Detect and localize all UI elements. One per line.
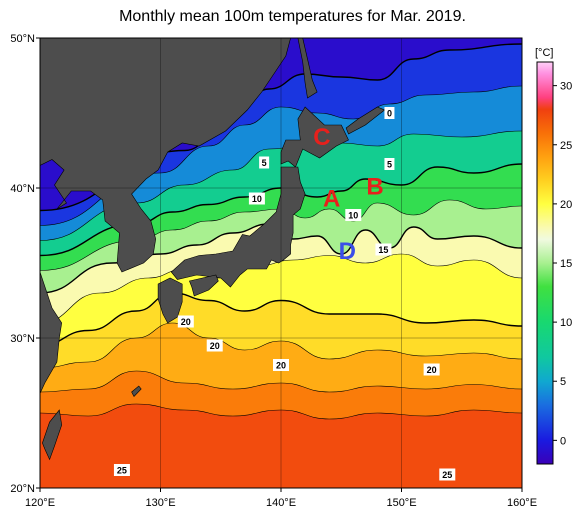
isotherm-label-box <box>113 464 130 476</box>
isotherm-label-box <box>345 209 362 221</box>
land-layer <box>40 38 386 461</box>
colorbar-tick-label-10: 10 <box>560 317 572 329</box>
colorbar: [°C] 0 5 10 15 20 25 30 <box>535 47 572 465</box>
isotherm-label-box <box>273 359 289 371</box>
isotherm-label-text: 10 <box>348 211 358 221</box>
isotherm-label: 20 <box>273 359 289 371</box>
land-kuril-1 <box>345 106 386 135</box>
isotherm-label: 5 <box>384 158 395 170</box>
isotherm-label-box <box>248 192 265 205</box>
land-ryukyu <box>131 385 142 398</box>
y-tick-label-40: 40°N <box>10 183 35 195</box>
isotherm-t-12 <box>40 199 522 271</box>
isotherm-label-text: 20 <box>427 365 437 375</box>
isotherm-label: 20 <box>177 315 194 328</box>
isotherm-label-text: 0 <box>387 109 392 119</box>
isotherm-label-box <box>423 363 440 376</box>
colorbar-gradient <box>536 61 554 465</box>
isotherm-label: 10 <box>345 209 362 221</box>
isotherm-label-box <box>177 315 194 328</box>
isotherm-label-text: 10 <box>252 194 262 204</box>
isotherm-label-text: 25 <box>442 470 452 480</box>
region-label-d: D <box>339 238 356 265</box>
map-title: Monthly mean 100m temperatures for Mar. … <box>119 8 466 25</box>
isotherm-label-text: 15 <box>378 245 388 255</box>
x-tick-label-140: 140°E <box>266 497 296 509</box>
isotherm-label-text: 20 <box>276 361 286 371</box>
isotherm-label-text: 5 <box>387 160 392 170</box>
isotherm-label: 10 <box>248 192 265 205</box>
isotherm-t-21 <box>40 322 522 369</box>
isotherm-label-text: 5 <box>262 158 267 168</box>
y-tick-label-50: 50°N <box>10 33 35 45</box>
isotherm-labels: 0 5 5 10 10 15 20 20 20 20 25 25 <box>113 107 456 481</box>
land-asia-mainland <box>40 38 291 273</box>
colorbar-tick-label-20: 20 <box>560 199 572 211</box>
isotherm-label: 5 <box>259 156 270 169</box>
region-label-c: C <box>313 124 330 151</box>
graticule <box>40 38 522 488</box>
isotherm-label-text: 20 <box>210 341 220 351</box>
map-axes: 120°E 130°E 140°E 150°E 160°E 20°N 30°N 40°N 50°… <box>10 33 537 509</box>
colorbar-tick-label-25: 25 <box>560 140 572 152</box>
isotherm-label-text: 20 <box>181 317 191 327</box>
region-label-a: A <box>323 186 340 213</box>
isotherm-label-box <box>259 156 270 169</box>
colorbar-tick-label-0: 0 <box>560 435 566 447</box>
region-label-b: B <box>366 174 383 201</box>
colorbar-unit: [°C] <box>535 47 553 59</box>
isotherm-label: 25 <box>113 464 130 476</box>
land-taiwan <box>42 409 63 461</box>
land-hokkaido <box>280 106 349 168</box>
isotherm-t-18 <box>40 253 522 324</box>
y-tick-label-20: 20°N <box>10 483 35 495</box>
x-tick-label-150: 150°E <box>386 497 416 509</box>
isotherm-label-box <box>206 339 223 352</box>
isotherm-label-box <box>384 107 395 119</box>
isotherm-label-box <box>375 243 392 256</box>
isotherm-label: 20 <box>423 363 440 376</box>
land-china-coast <box>40 271 63 413</box>
x-tick-label-130: 130°E <box>145 497 175 509</box>
y-tick-label-30: 30°N <box>10 333 35 345</box>
region-labels: A B C D <box>313 124 383 265</box>
isotherm-label-text: 25 <box>117 466 127 476</box>
isotherm-t-20 <box>40 292 522 347</box>
isotherm-label: 20 <box>206 339 223 352</box>
map-area <box>40 38 522 488</box>
isotherm-label-box <box>439 468 456 481</box>
land-sakhalin <box>297 38 318 99</box>
land-honshu <box>170 166 306 288</box>
colorbar-tick-label-15: 15 <box>560 258 572 270</box>
colorbar-tick-label-30: 30 <box>560 81 572 93</box>
colorbar-ticks: 0 5 10 15 20 25 30 <box>553 81 572 447</box>
x-tick-label-160: 160°E <box>507 497 537 509</box>
isotherm-label-box <box>384 158 395 170</box>
x-tick-label-120: 120°E <box>25 497 55 509</box>
land-kyushu <box>157 277 183 324</box>
isotherm-label: 15 <box>375 243 392 256</box>
isotherm-label: 25 <box>439 468 456 481</box>
land-shikoku <box>188 274 219 297</box>
isotherm-label: 0 <box>384 107 395 119</box>
colorbar-tick-label-5: 5 <box>560 376 566 388</box>
